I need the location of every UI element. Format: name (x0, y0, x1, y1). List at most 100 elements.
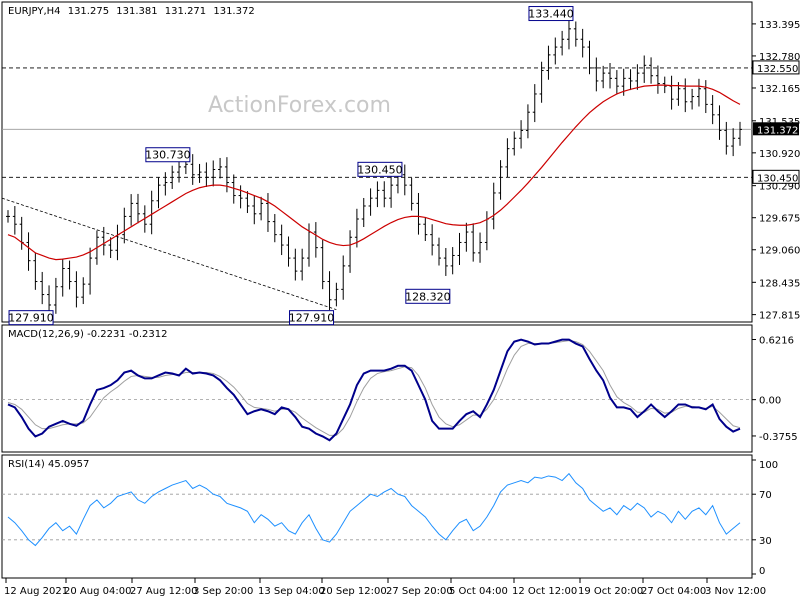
price-bar (259, 196, 264, 221)
price-bar (74, 271, 79, 308)
price-bar (252, 195, 257, 225)
x-tick-label: 19 Oct 20:00 (578, 586, 643, 597)
annotation-1: 130.730 (145, 147, 191, 163)
x-tick-label: 3 Sep 20:00 (193, 586, 253, 597)
price-bar (478, 232, 483, 263)
price-bar (471, 223, 476, 262)
open-value: 131.275 (68, 6, 109, 17)
macd-tick-label: -0.3755 (759, 432, 798, 443)
price-bar (81, 277, 86, 305)
price-bar (313, 222, 318, 258)
annotation-4: 127.910 (289, 310, 335, 326)
price-bar (512, 131, 517, 156)
price-bar (368, 188, 373, 216)
price-bar (47, 285, 52, 315)
symbol-label: EURJPY,H4 (8, 6, 61, 17)
annotation-label: 133.440 (528, 8, 574, 21)
x-tick-label: 20 Aug 04:00 (64, 586, 131, 597)
price-bar (587, 40, 592, 75)
price-bar (293, 248, 298, 281)
price-bar (464, 222, 469, 252)
current-price-tag-box (753, 122, 799, 136)
price-bar (279, 224, 284, 256)
x-tick-label: 12 Aug 2021 (4, 586, 68, 597)
price-tick-label: 129.675 (759, 214, 800, 225)
rsi-tick-label: 30 (759, 536, 772, 547)
price-tick-label: 132.165 (759, 84, 800, 95)
macd-line (7, 338, 741, 442)
price-bar (26, 232, 31, 271)
annotation-box (357, 161, 403, 177)
rsi-line (7, 472, 741, 547)
close-value: 131.372 (213, 6, 254, 17)
annotation-box (289, 310, 335, 326)
price-bar (6, 210, 10, 223)
price-bar (60, 258, 65, 297)
price-bar (122, 207, 127, 244)
price-bar (731, 128, 736, 157)
price-bar (738, 121, 742, 146)
price-bar (402, 164, 407, 196)
price-bar (416, 192, 421, 235)
macd-title: MACD(12,26,9) -0.2231 -0.2312 (8, 329, 168, 340)
price-bar (573, 21, 578, 47)
price-bar (614, 70, 619, 95)
price-bar (101, 226, 106, 256)
rsi-tick-label: 0 (759, 566, 765, 577)
price-bar (40, 271, 45, 305)
price-tick-label: 130.290 (759, 182, 800, 193)
price-bar (211, 160, 216, 187)
rsi-panel-frame (1, 454, 753, 579)
price-bar (642, 55, 647, 83)
price-bar (539, 61, 544, 103)
price-bar (238, 185, 243, 209)
price-tick-label: 132.780 (759, 52, 800, 63)
price-bar (231, 174, 236, 204)
low-value: 131.271 (165, 6, 206, 17)
price-bar (649, 57, 654, 84)
price-bar (594, 57, 599, 92)
price-bar (327, 271, 332, 311)
price-bar (88, 247, 93, 295)
trendline (1, 197, 337, 311)
price-bar (553, 37, 558, 65)
price-bar (12, 206, 17, 235)
price-bar (272, 214, 277, 243)
price-tick-label: 133.395 (759, 20, 800, 31)
price-bar (628, 69, 633, 91)
level-tag-box (752, 169, 800, 184)
price-bar (334, 282, 339, 307)
price-bar (163, 172, 168, 196)
price-bar (608, 62, 613, 89)
macd-panel-frame (1, 324, 753, 453)
price-bar (519, 120, 524, 149)
price-bar (546, 45, 551, 80)
x-tick-label: 20 Sep 12:00 (320, 586, 387, 597)
annotation-box (145, 147, 191, 163)
annotation-label: 128.320 (405, 290, 451, 303)
price-bar (300, 248, 305, 281)
annotation-box (8, 310, 54, 326)
price-bar (436, 237, 441, 266)
price-bar (382, 181, 387, 208)
price-bar (710, 95, 715, 125)
watermark: ActionForex.com (208, 93, 391, 118)
annotation-label: 127.910 (289, 312, 335, 325)
x-tick-label: 13 Sep 04:00 (258, 586, 325, 597)
price-bar (149, 190, 154, 235)
high-value: 131.381 (116, 6, 157, 17)
price-bar (265, 193, 270, 232)
price-bar (156, 177, 161, 209)
price-bar (53, 277, 58, 314)
macd-signal-line (7, 340, 741, 436)
price-bar (108, 237, 113, 259)
rsi-title: RSI(14) 45.0957 (8, 459, 89, 470)
price-bar (560, 30, 565, 56)
x-tick-label: 5 Oct 04:00 (449, 586, 508, 597)
price-bar (361, 197, 366, 228)
price-bar (430, 224, 435, 256)
annotation-5: 128.320 (405, 288, 451, 304)
price-tick-label: 130.920 (759, 149, 800, 160)
price-bar (457, 232, 462, 265)
